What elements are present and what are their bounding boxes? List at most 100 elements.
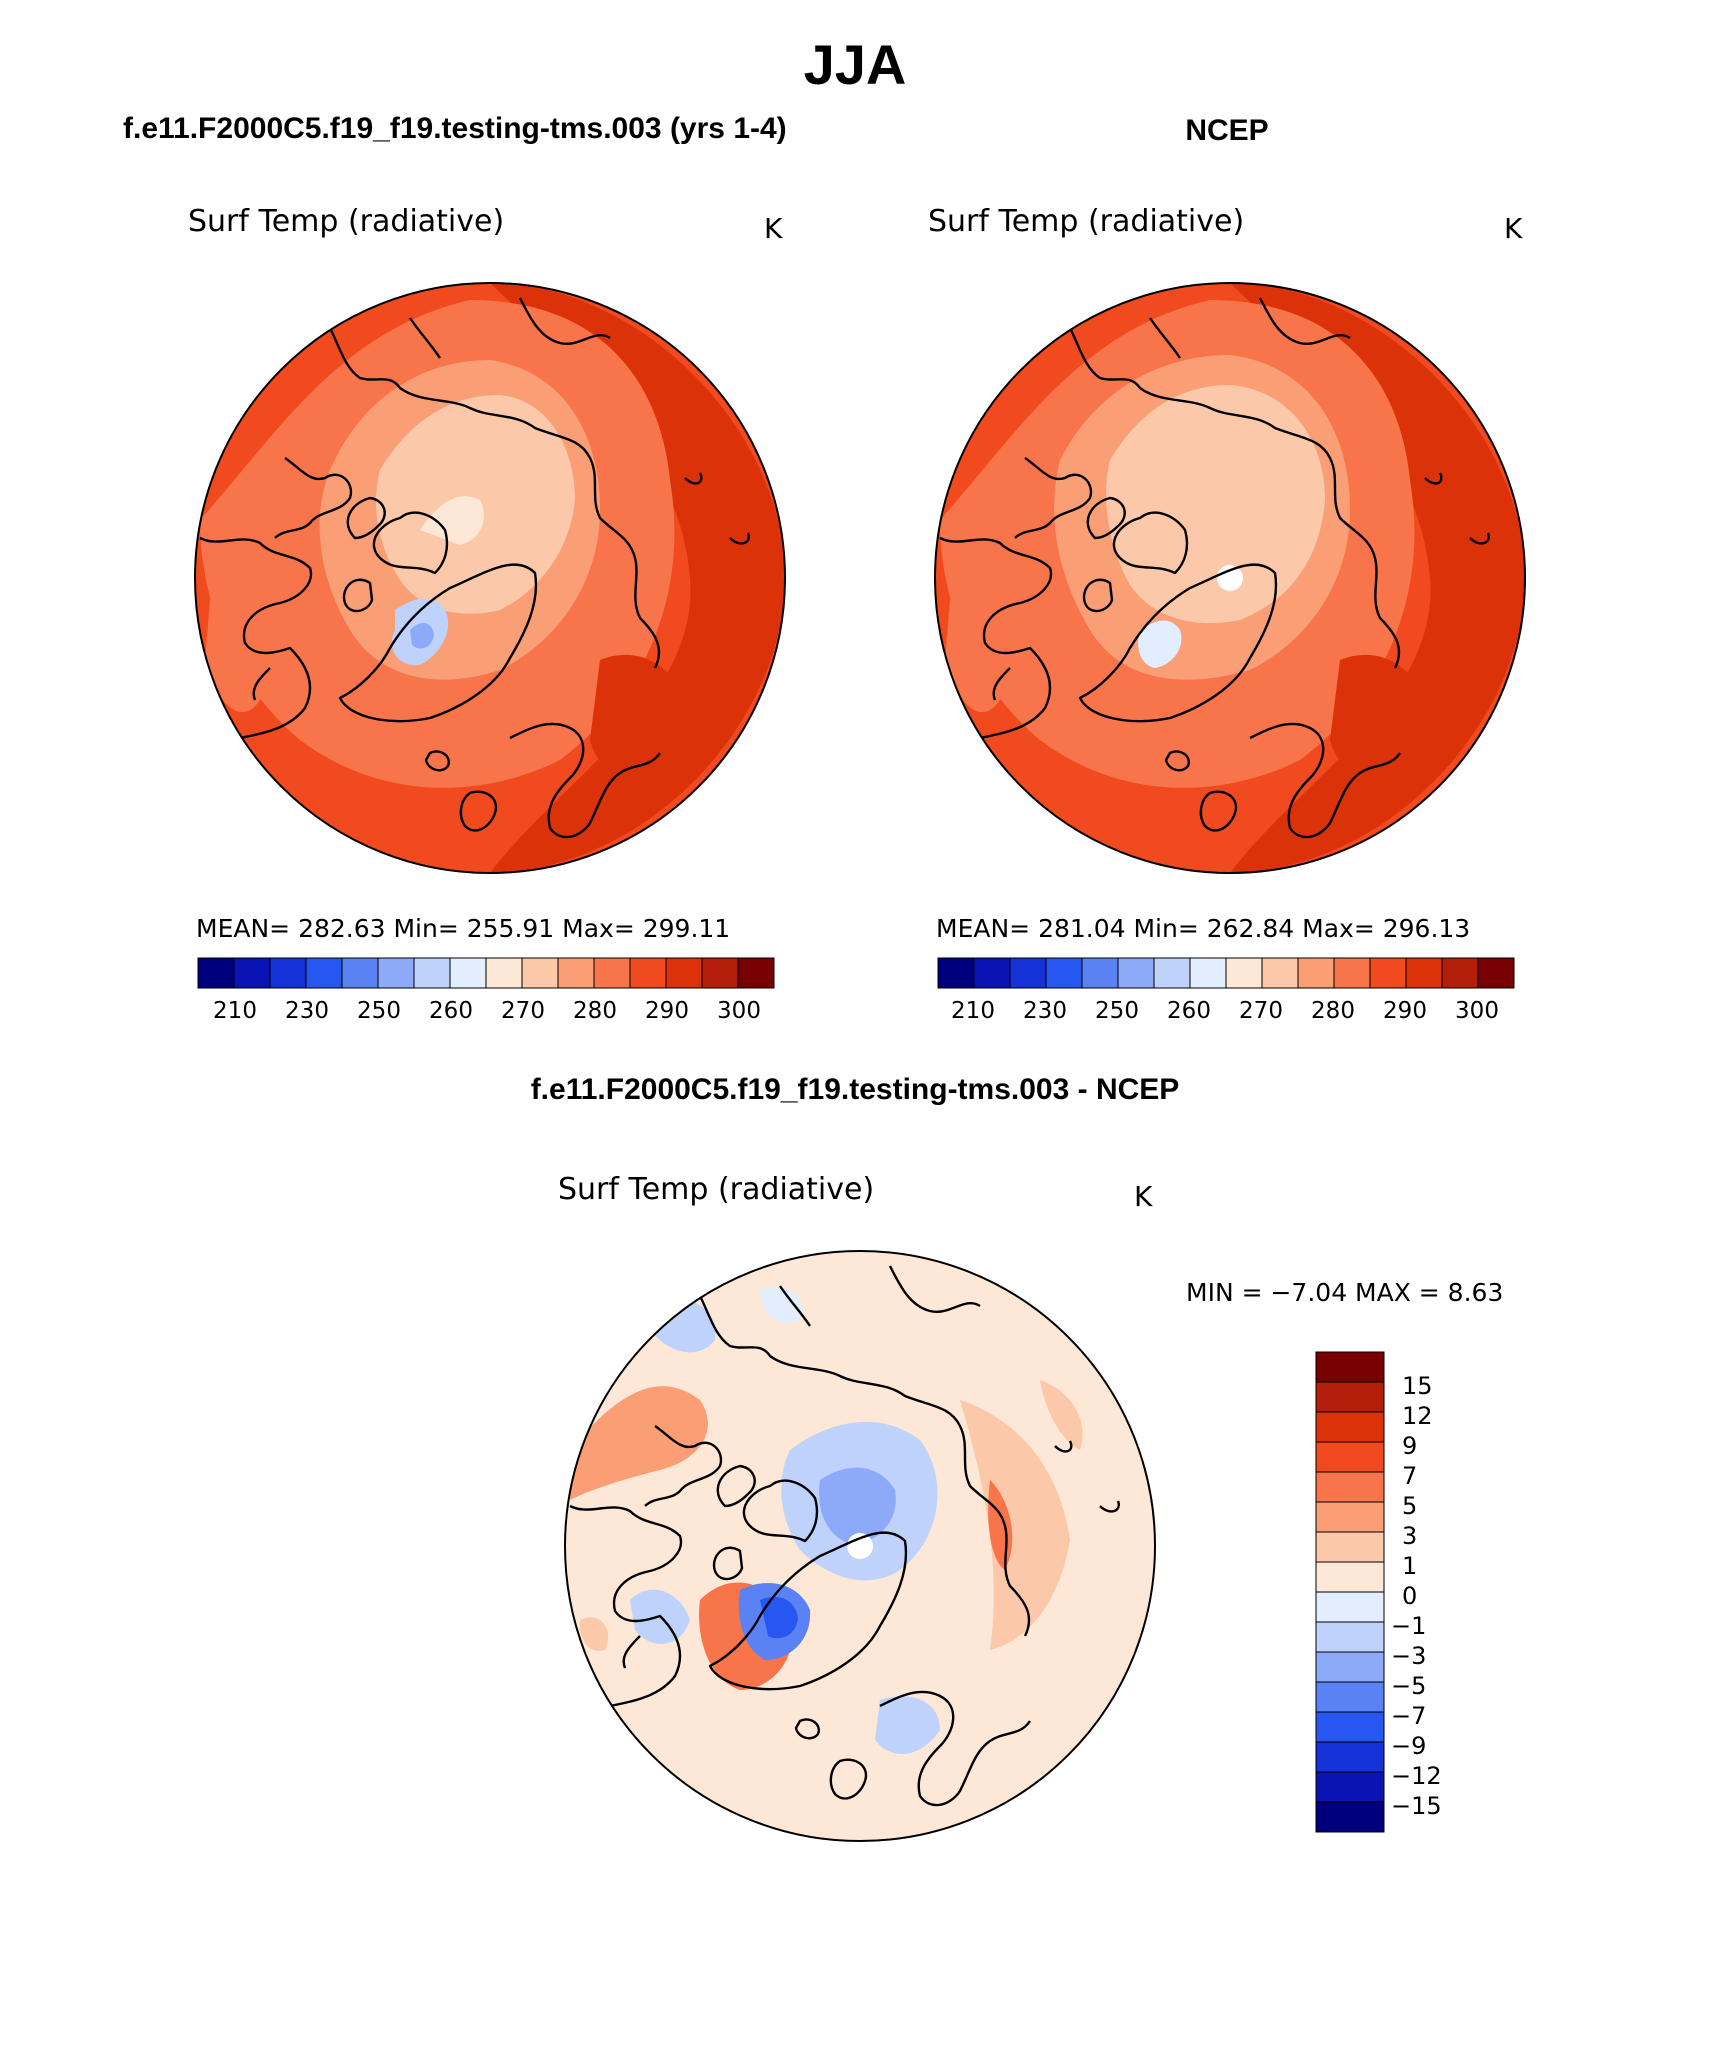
model-cbar-tick: 290 (645, 998, 689, 1024)
diff-cbar-tick: −1 (1391, 1612, 1427, 1640)
colorbar-cell (629, 957, 667, 989)
colorbar-cell (521, 957, 559, 989)
colorbar-cell (1315, 1561, 1385, 1593)
obs-polar-map (935, 283, 1525, 873)
obs-variable-label: Surf Temp (radiative) (928, 204, 1245, 239)
colorbar-cell (1441, 957, 1479, 989)
obs-cbar-tick: 260 (1167, 998, 1211, 1024)
obs-colorbar (937, 957, 1515, 989)
model-polar-map (195, 283, 785, 873)
colorbar-cell (1153, 957, 1191, 989)
model-cbar-tick: 280 (573, 998, 617, 1024)
colorbar-cell (1315, 1741, 1385, 1773)
colorbar-cell (557, 957, 595, 989)
model-stats: MEAN= 282.63 Min= 255.91 Max= 299.11 (196, 914, 731, 943)
colorbar-cell (413, 957, 451, 989)
colorbar-cell (305, 957, 343, 989)
difference-map-border (564, 1250, 1156, 1842)
colorbar-cell (1369, 957, 1407, 989)
colorbar-cell (1225, 957, 1263, 989)
colorbar-cell (197, 957, 235, 989)
diff-cbar-tick: 9 (1402, 1432, 1418, 1460)
diff-cbar-tick: −15 (1391, 1792, 1442, 1820)
colorbar-cell (1261, 957, 1299, 989)
model-units-label: K (764, 212, 783, 245)
obs-cbar-tick: 210 (951, 998, 995, 1024)
colorbar-cell (1315, 1711, 1385, 1743)
colorbar-cell (377, 957, 415, 989)
diff-cbar-tick: −9 (1391, 1732, 1427, 1760)
diff-cbar-tick: 0 (1402, 1582, 1418, 1610)
colorbar-cell (937, 957, 975, 989)
obs-cbar-tick: 270 (1239, 998, 1283, 1024)
difference-panel-title: f.e11.F2000C5.f19_f19.testing-tms.003 - … (530, 1073, 1180, 1106)
obs-map-border (934, 282, 1526, 874)
colorbar-cell (1315, 1801, 1385, 1833)
colorbar-cell (701, 957, 739, 989)
colorbar-cell (1315, 1411, 1385, 1443)
obs-panel-title: NCEP (1185, 114, 1269, 147)
diff-cbar-tick: −5 (1391, 1672, 1427, 1700)
colorbar-cell (1045, 957, 1083, 989)
obs-units-label: K (1504, 212, 1523, 245)
model-cbar-tick: 250 (357, 998, 401, 1024)
colorbar-cell (1315, 1471, 1385, 1503)
colorbar-cell (1189, 957, 1227, 989)
colorbar-cell (1315, 1501, 1385, 1533)
colorbar-cell (1333, 957, 1371, 989)
model-cbar-tick: 210 (213, 998, 257, 1024)
diff-cbar-tick: −12 (1391, 1762, 1442, 1790)
diff-cbar-tick: −3 (1391, 1642, 1427, 1670)
diff-cbar-tick: 7 (1402, 1462, 1418, 1490)
model-cbar-tick: 300 (717, 998, 761, 1024)
obs-cbar-tick: 300 (1455, 998, 1499, 1024)
colorbar-cell (1315, 1381, 1385, 1413)
model-cbar-tick: 260 (429, 998, 473, 1024)
colorbar-cell (1315, 1651, 1385, 1683)
colorbar-cell (1405, 957, 1443, 989)
colorbar-cell (1315, 1531, 1385, 1563)
difference-colorbar (1315, 1351, 1385, 1833)
model-panel-title: f.e11.F2000C5.f19_f19.testing-tms.003 (y… (123, 112, 787, 145)
obs-cbar-tick: 230 (1023, 998, 1067, 1024)
colorbar-cell (1315, 1441, 1385, 1473)
model-colorbar (197, 957, 775, 989)
colorbar-cell (665, 957, 703, 989)
diff-cbar-tick: 15 (1402, 1372, 1433, 1400)
model-cbar-tick: 230 (285, 998, 329, 1024)
colorbar-cell (233, 957, 271, 989)
colorbar-cell (1297, 957, 1335, 989)
figure-title: JJA (803, 33, 907, 96)
colorbar-cell (1117, 957, 1155, 989)
colorbar-cell (485, 957, 523, 989)
model-cbar-tick: 270 (501, 998, 545, 1024)
model-variable-label: Surf Temp (radiative) (188, 204, 505, 239)
colorbar-cell (593, 957, 631, 989)
colorbar-cell (1009, 957, 1047, 989)
colorbar-cell (1315, 1771, 1385, 1803)
obs-cbar-tick: 290 (1383, 998, 1427, 1024)
diff-cbar-tick: 3 (1402, 1522, 1418, 1550)
difference-polar-map (565, 1251, 1155, 1841)
colorbar-cell (1081, 957, 1119, 989)
colorbar-cell (737, 957, 775, 989)
model-map-border (194, 282, 786, 874)
colorbar-cell (973, 957, 1011, 989)
colorbar-cell (269, 957, 307, 989)
diff-cbar-tick: 1 (1402, 1552, 1418, 1580)
colorbar-cell (449, 957, 487, 989)
obs-cbar-tick: 250 (1095, 998, 1139, 1024)
difference-minmax: MIN = −7.04 MAX = 8.63 (1186, 1278, 1504, 1307)
diff-cbar-tick: −7 (1391, 1702, 1427, 1730)
colorbar-cell (1315, 1681, 1385, 1713)
colorbar-cell (341, 957, 379, 989)
difference-variable-label: Surf Temp (radiative) (558, 1172, 875, 1207)
colorbar-cell (1315, 1591, 1385, 1623)
diff-cbar-tick: 12 (1402, 1402, 1433, 1430)
obs-stats: MEAN= 281.04 Min= 262.84 Max= 296.13 (936, 914, 1471, 943)
colorbar-cell (1477, 957, 1515, 989)
diff-cbar-tick: 5 (1402, 1492, 1418, 1520)
colorbar-cell (1315, 1621, 1385, 1653)
difference-units-label: K (1134, 1180, 1153, 1213)
